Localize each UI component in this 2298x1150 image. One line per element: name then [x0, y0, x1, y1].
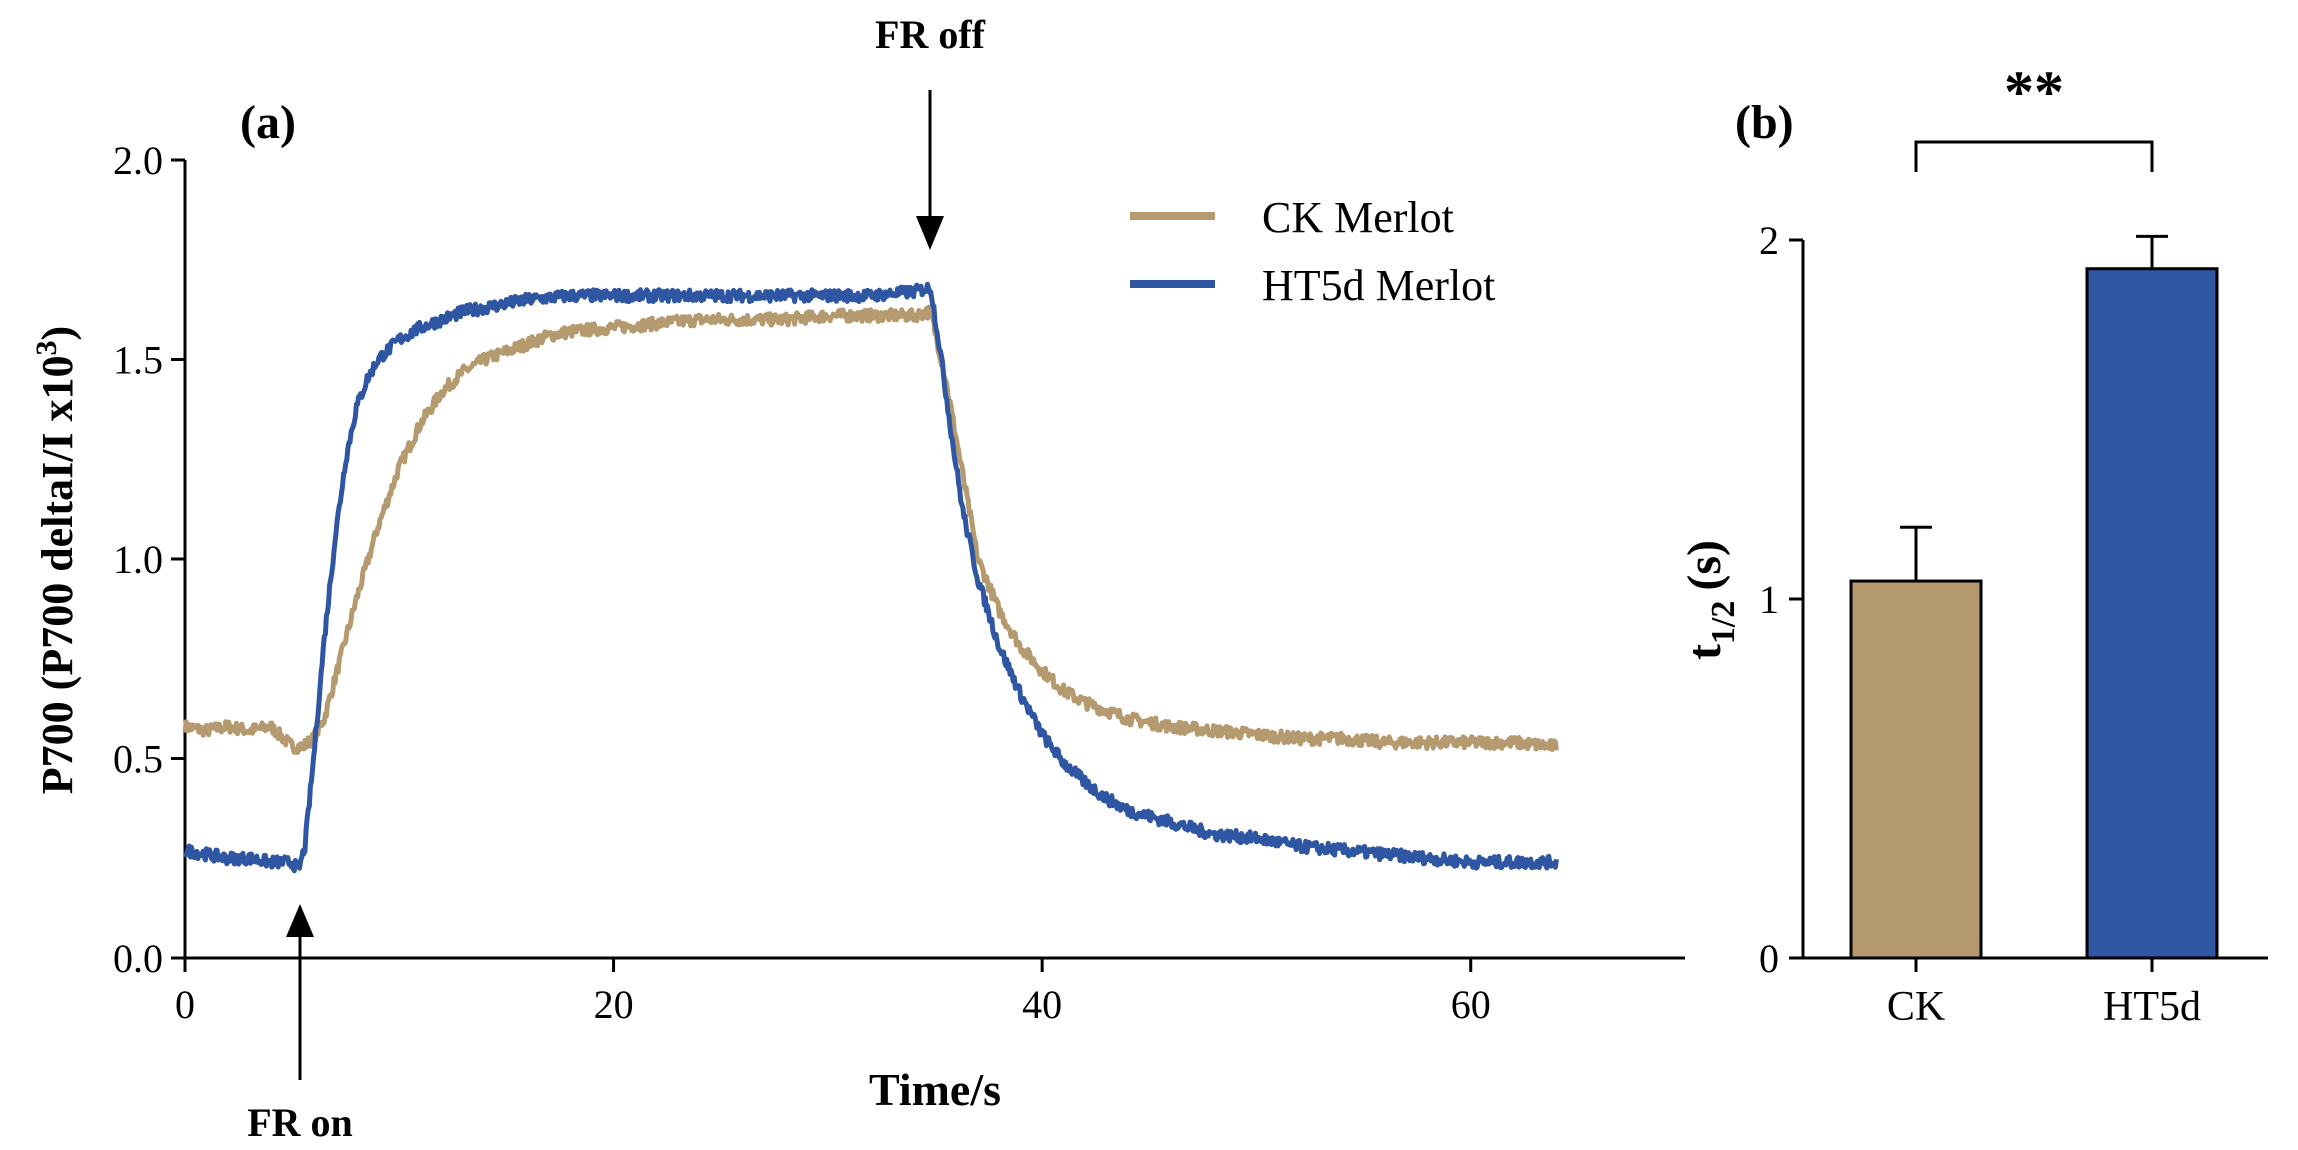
panel-b-y-label-sub: 1/2	[1705, 601, 1742, 644]
panel-b-x-tick-label: CK	[1887, 984, 1945, 1030]
legend-label-ht5d: HT5d Merlot	[1262, 261, 1495, 310]
panel-b-bars: CK HT5d	[1849, 234, 2219, 1030]
panel-b-y-tick-label: 0	[1759, 936, 1779, 981]
panel-b-x-tick-label: HT5d	[2103, 984, 2201, 1030]
panel-a-y-label-main: P700 (P700 deltaI/I x10	[33, 355, 82, 794]
panel-a-x-tick-label: 40	[1022, 982, 1062, 1027]
panel-b-bar-chart: (b) 0 1 2 CK HT5d ** t1/2 (s)	[1678, 59, 2268, 1030]
panel-a-legend: CK Merlot HT5d Merlot	[1130, 193, 1495, 310]
panel-a-y-label-sup: 3	[30, 340, 63, 355]
panel-a-x-tick-label: 60	[1451, 982, 1491, 1027]
annotation-fr-off-text: FR off	[875, 12, 986, 57]
panel-a-x-tick-label: 0	[175, 982, 195, 1027]
series-line-ht5d	[183, 281, 1559, 874]
legend-label-ck: CK Merlot	[1262, 193, 1454, 242]
panel-a-y-tick-label: 0.5	[113, 737, 163, 782]
series-line-ck	[182, 304, 1559, 755]
panel-a-line-chart: (a) 0.0 0.5 1.0 1.5 2.0 0 20 40 60 CK Merlot HT…	[30, 12, 1685, 1145]
annotation-fr-on-arrowhead	[286, 904, 314, 937]
annotation-fr-on: FR on	[247, 904, 353, 1145]
panel-b-label: (b)	[1735, 96, 1794, 149]
panel-a-y-ticks: 0.0 0.5 1.0 1.5 2.0	[113, 138, 185, 981]
annotation-fr-off-arrowhead	[916, 216, 944, 250]
panel-b-y-label-main: t	[1678, 644, 1731, 660]
panel-b-y-tick-label: 2	[1759, 218, 1779, 263]
annotation-fr-off: FR off	[875, 12, 986, 250]
bar-ck	[1849, 579, 1983, 960]
annotation-fr-on-text: FR on	[247, 1100, 353, 1145]
panel-a-x-tick-label: 20	[594, 982, 634, 1027]
panel-a-y-label-end: )	[33, 326, 82, 341]
panel-a-y-tick-label: 1.0	[113, 537, 163, 582]
panel-a-y-label: P700 (P700 deltaI/I x103)	[30, 326, 82, 794]
significance-stars: **	[2004, 59, 2064, 125]
panel-a-y-tick-label: 2.0	[113, 138, 163, 183]
panel-a-label: (a)	[240, 96, 296, 149]
panel-b-y-ticks: 0 1 2	[1759, 218, 1803, 981]
panel-a-series	[182, 281, 1559, 874]
significance-bracket: **	[1914, 59, 2154, 172]
panel-b-y-label: t1/2 (s)	[1678, 540, 1742, 660]
panel-a-y-tick-label: 0.0	[113, 936, 163, 981]
significance-bracket-line	[1914, 140, 2154, 172]
panel-a-x-ticks: 0 20 40 60	[175, 958, 1491, 1027]
panel-b-y-label-end: (s)	[1678, 540, 1731, 591]
panel-a-x-label: Time/s	[869, 1064, 1001, 1115]
bar-ht5d	[2085, 267, 2219, 960]
panel-b-y-tick-label: 1	[1759, 577, 1779, 622]
panel-a-y-tick-label: 1.5	[113, 338, 163, 383]
